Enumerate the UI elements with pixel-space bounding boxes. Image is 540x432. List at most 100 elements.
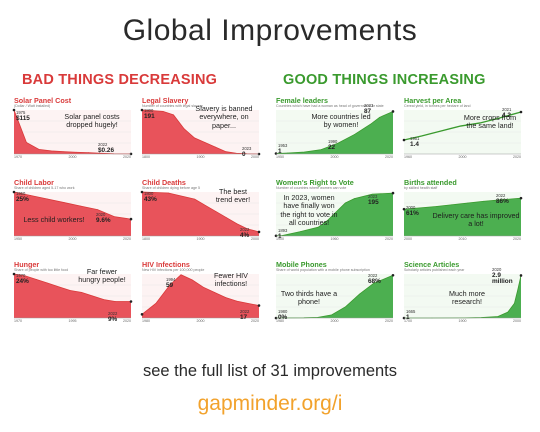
x-tick-label: 2000 — [251, 155, 259, 159]
x-tick-label: 1960 — [404, 155, 412, 159]
data-point — [497, 316, 499, 317]
end-year-label: 2022 — [240, 309, 250, 314]
data-point — [481, 317, 482, 318]
data-point — [440, 130, 442, 132]
data-point — [402, 138, 406, 142]
chart-annotation: Far fewer hungry people! — [78, 267, 126, 285]
x-tick-label: 2000 — [68, 237, 77, 241]
x-tick-label: 1900 — [196, 237, 205, 241]
end-year-label: 2020 — [492, 267, 502, 272]
chart-title: Births attended — [404, 178, 457, 187]
data-point — [140, 190, 144, 194]
line-series-slavery — [141, 109, 260, 155]
data-point — [140, 313, 144, 316]
data-point — [326, 220, 328, 221]
end-value-label: 17 — [240, 314, 248, 321]
data-point — [335, 211, 337, 213]
chart-plot-harvest — [402, 110, 523, 155]
chart-plot-slavery — [140, 108, 261, 156]
data-point — [519, 274, 523, 277]
end-year-label: 2021 — [502, 107, 512, 112]
chart-subtitle: Number of countries with legal slavery — [142, 104, 203, 108]
chart-plot-child_labor — [12, 190, 133, 237]
chart-annotation: Much more research! — [449, 289, 485, 307]
x-tick-label: 1960 — [330, 237, 339, 241]
data-point — [236, 152, 237, 154]
end-value-label: 68% — [368, 278, 381, 285]
end-year-label: 2022 — [108, 311, 118, 316]
data-point — [215, 211, 217, 212]
area-series-female_leaders — [276, 111, 393, 154]
chart-title: Solar Panel Cost — [14, 96, 72, 105]
end-year-label: 2022 — [368, 273, 378, 278]
data-point — [97, 209, 98, 210]
x-tick-label: 2020 — [513, 237, 521, 241]
mid-year-label: 1990 — [328, 139, 338, 144]
data-point — [499, 199, 501, 201]
chart-title: Mobile Phones — [276, 260, 327, 269]
gapminder-link[interactable]: gapminder.org/i — [197, 392, 343, 415]
data-point — [194, 137, 195, 139]
data-point — [81, 291, 82, 293]
end-year-label: 2020 — [96, 212, 106, 217]
chart-title: HIV Infections — [142, 260, 190, 269]
end-value-label: 2.9 million — [492, 272, 513, 286]
chart-annotation: More countries led by women! — [311, 112, 371, 130]
data-point — [257, 230, 261, 234]
end-value-label: 86% — [496, 198, 509, 205]
data-point — [345, 306, 346, 308]
start-year-label: 1970 — [16, 273, 26, 278]
data-point — [467, 202, 469, 204]
data-point — [214, 291, 215, 293]
area-series-slavery — [142, 110, 259, 154]
x-tick-label: 2000 — [458, 155, 467, 159]
data-point — [114, 301, 116, 302]
chart-panel-mobile_phones: Mobile Phones Share of world population w… — [274, 260, 395, 326]
data-point — [129, 300, 133, 303]
x-tick-label: 1980 — [276, 319, 284, 323]
x-tick-label: 2020 — [385, 237, 393, 241]
data-point — [483, 200, 485, 202]
start-value-label: 0% — [278, 314, 288, 321]
x-tick-label: 2000 — [330, 155, 339, 159]
chart-panel-female_leaders: Female leaders Countries which have had a… — [274, 96, 395, 162]
data-point — [299, 231, 301, 232]
data-point — [50, 150, 52, 152]
start-year-label: 2000 — [406, 205, 416, 210]
x-tick-label: 1970 — [14, 319, 22, 323]
data-point — [225, 217, 227, 218]
chart-panel-child_labor: Child Labor Share of children aged 5-17 w… — [12, 178, 133, 244]
data-point — [204, 204, 206, 206]
data-point — [191, 279, 193, 281]
x-tick-label: 1900 — [458, 319, 467, 323]
data-point — [183, 128, 185, 130]
x-tick-label: 2000 — [330, 319, 339, 323]
data-point — [225, 297, 226, 298]
start-year-label: 1800 — [144, 108, 154, 113]
chart-title: Hunger — [14, 260, 40, 269]
start-value-label: 25% — [16, 196, 29, 203]
chart-panel-child_deaths: Child Deaths Share of children dying befo… — [140, 178, 261, 244]
chart-panel-hiv: HIV Infections New HIV infections per 100… — [140, 260, 261, 326]
data-point — [75, 151, 77, 153]
end-value-label: 9% — [108, 316, 118, 323]
data-point — [162, 111, 164, 112]
end-value-label: 195 — [368, 199, 379, 206]
start-year-label: 1950 — [16, 191, 26, 196]
data-point — [354, 134, 355, 135]
end-value-label: 9.6% — [96, 217, 111, 224]
start-year-label: 1980 — [278, 309, 288, 314]
data-point — [47, 198, 48, 200]
end-year-label: 2023 — [242, 146, 252, 151]
x-tick-label: 2000 — [513, 319, 521, 323]
data-point — [337, 142, 339, 144]
chart-annotation: Delivery care has improved a lot! — [432, 211, 520, 229]
chart-subtitle: (Dollar / Watt installed) — [14, 104, 51, 108]
x-tick-label: 1980 — [142, 319, 150, 323]
x-tick-label: 2000 — [196, 319, 205, 323]
data-point — [371, 193, 373, 195]
x-tick-label: 2020 — [251, 319, 259, 323]
start-value-label: 191 — [144, 113, 155, 120]
line-series-womens_vote — [275, 192, 394, 237]
end-value-label: 4% — [240, 232, 250, 239]
